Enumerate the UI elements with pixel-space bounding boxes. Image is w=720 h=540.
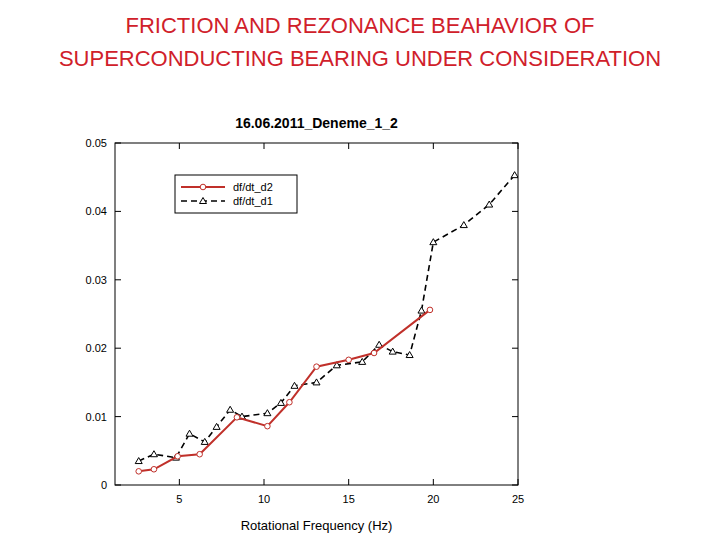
y-tick-label: 0.02: [86, 342, 107, 354]
series-marker: [213, 423, 220, 429]
y-tick-label: 0.05: [86, 137, 107, 149]
plot-frame: [115, 143, 518, 485]
y-tick: [512, 211, 518, 212]
x-tick: [433, 143, 434, 149]
series-marker: [265, 423, 271, 429]
series-marker: [359, 358, 366, 364]
x-tick: [264, 143, 265, 149]
legend-label: df/dt_d1: [233, 195, 273, 207]
legend-marker: [200, 184, 206, 190]
series-marker: [430, 239, 437, 245]
legend: df/dt_d2 df/dt_d1: [175, 175, 297, 213]
series-marker: [314, 364, 320, 370]
x-tick-label: 5: [176, 493, 182, 505]
series-marker: [486, 201, 493, 207]
x-tick-label: 20: [427, 493, 439, 505]
series-marker: [313, 379, 320, 385]
series-marker: [418, 307, 425, 313]
series-marker: [151, 466, 157, 472]
series-marker: [197, 451, 203, 457]
y-tick: [512, 416, 518, 417]
legend-label: df/dt_d2: [233, 181, 273, 193]
series-marker: [264, 410, 271, 416]
series-line: [139, 175, 515, 461]
x-tick-label: 25: [512, 493, 524, 505]
series-marker: [277, 399, 284, 405]
y-tick-label: 0.03: [86, 274, 107, 286]
chart-title: 16.06.2011_Deneme_1_2: [235, 115, 398, 131]
series-marker: [287, 399, 293, 405]
series-marker: [460, 222, 467, 228]
series-marker: [175, 453, 181, 459]
legend-marker: [200, 198, 207, 204]
series-marker: [201, 438, 208, 444]
series-marker: [136, 469, 142, 475]
x-tick-label: 10: [258, 493, 270, 505]
slide: FRICTION AND REZONANCE BEAHAVIOR OF SUPER…: [0, 0, 720, 540]
y-tick: [512, 348, 518, 349]
plot-data: [135, 172, 518, 474]
x-tick: [433, 479, 434, 485]
series-marker: [291, 382, 298, 388]
series-marker: [371, 350, 377, 356]
x-tick: [348, 143, 349, 149]
y-tick: [115, 348, 121, 349]
x-tick: [179, 479, 180, 485]
y-tick-label: 0.01: [86, 411, 107, 423]
y-tick: [115, 211, 121, 212]
page-title: FRICTION AND REZONANCE BEAHAVIOR OF: [126, 13, 595, 38]
series-marker: [389, 348, 396, 354]
series-marker: [150, 451, 157, 457]
series-marker: [427, 307, 433, 313]
legend-box: [175, 175, 297, 213]
x-tick-label: 15: [343, 493, 355, 505]
y-tick-label: 0.04: [86, 205, 107, 217]
background: [0, 0, 720, 540]
x-axis-label: Rotational Frequency (Hz): [241, 518, 393, 533]
x-tick: [179, 143, 180, 149]
y-tick: [512, 279, 518, 280]
y-tick-label: 0: [101, 479, 107, 491]
series-marker: [186, 430, 193, 436]
x-tick: [348, 479, 349, 485]
series-marker: [511, 172, 518, 178]
series-marker: [227, 406, 234, 412]
series-line: [139, 310, 430, 471]
series-marker: [234, 414, 240, 420]
series-marker: [346, 357, 352, 363]
y-tick: [115, 279, 121, 280]
x-tick: [264, 479, 265, 485]
series-marker: [135, 458, 142, 464]
series-marker: [406, 352, 413, 358]
page-title: SUPERCONDUCTING BEARING UNDER CONSIDERAT…: [59, 46, 661, 71]
y-tick: [115, 416, 121, 417]
